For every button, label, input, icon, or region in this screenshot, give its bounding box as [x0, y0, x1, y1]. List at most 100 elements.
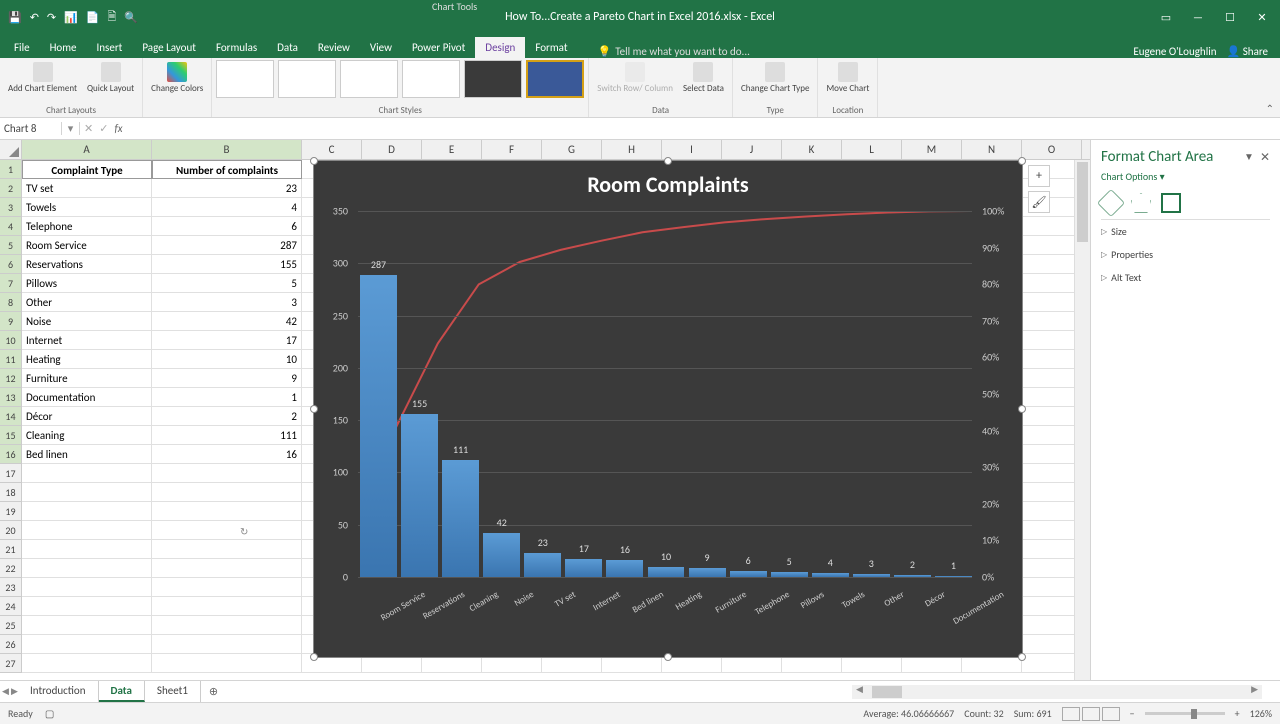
sheet-tab-introduction[interactable]: Introduction	[18, 681, 99, 702]
row-header[interactable]: 21	[0, 540, 22, 559]
column-header[interactable]: D	[362, 140, 422, 159]
cell[interactable]	[1022, 274, 1082, 293]
cell[interactable]	[1022, 312, 1082, 331]
cell[interactable]: 2	[152, 407, 302, 426]
fx-icon[interactable]: fx	[114, 122, 122, 135]
select-data-button[interactable]: Select Data	[679, 60, 728, 96]
cell[interactable]	[1022, 426, 1082, 445]
zoom-out-button[interactable]: −	[1130, 707, 1135, 720]
column-header[interactable]: A	[22, 140, 152, 159]
cell[interactable]	[1022, 483, 1082, 502]
style-thumb[interactable]	[278, 60, 336, 98]
column-header[interactable]: G	[542, 140, 602, 159]
row-header[interactable]: 6	[0, 255, 22, 274]
column-header[interactable]: K	[782, 140, 842, 159]
qat-icon[interactable]: 🔍	[124, 11, 138, 24]
cell[interactable]: 42	[152, 312, 302, 331]
cell[interactable]	[1022, 502, 1082, 521]
column-header[interactable]: C	[302, 140, 362, 159]
cell[interactable]	[152, 540, 302, 559]
column-header[interactable]: J	[722, 140, 782, 159]
row-header[interactable]: 7	[0, 274, 22, 293]
row-header[interactable]: 13	[0, 388, 22, 407]
cell[interactable]	[1022, 350, 1082, 369]
sheet-nav-arrows[interactable]: ◀ ▶	[2, 686, 18, 697]
resize-handle[interactable]	[1018, 405, 1026, 413]
cell[interactable]	[22, 540, 152, 559]
row-header[interactable]: 23	[0, 578, 22, 597]
tab-power-pivot[interactable]: Power Pivot	[402, 37, 475, 58]
row-header[interactable]: 22	[0, 559, 22, 578]
row-header[interactable]: 3	[0, 198, 22, 217]
cell[interactable]	[22, 578, 152, 597]
horizontal-scrollbar[interactable]: ◀ ▶	[852, 685, 1262, 699]
cell[interactable]	[1022, 559, 1082, 578]
pareto-chart[interactable]: Room Complaints 050100150200250300350 0%…	[313, 160, 1023, 658]
chart-bar[interactable]	[689, 568, 726, 577]
cell[interactable]: Cleaning	[22, 426, 152, 445]
column-header[interactable]: M	[902, 140, 962, 159]
tab-design[interactable]: Design	[475, 37, 525, 58]
cell[interactable]: Furniture	[22, 369, 152, 388]
cell[interactable]: Noise	[22, 312, 152, 331]
user-name[interactable]: Eugene O'Loughlin	[1133, 45, 1216, 58]
chart-bar[interactable]	[730, 571, 767, 577]
tab-view[interactable]: View	[360, 37, 402, 58]
cell[interactable]: Complaint Type	[22, 160, 152, 179]
cancel-icon[interactable]: ✕	[84, 122, 93, 135]
resize-handle[interactable]	[310, 405, 318, 413]
zoom-level[interactable]: 126%	[1250, 707, 1272, 720]
cell[interactable]: 1	[152, 388, 302, 407]
chart-style-gallery[interactable]	[216, 60, 584, 98]
collapse-ribbon-icon[interactable]: ⌃	[1266, 102, 1274, 115]
tab-data[interactable]: Data	[267, 37, 308, 58]
cell[interactable]	[1022, 597, 1082, 616]
row-header[interactable]: 8	[0, 293, 22, 312]
tab-home[interactable]: Home	[40, 37, 87, 58]
ribbon-options-icon[interactable]: ▭	[1152, 6, 1180, 28]
cell[interactable]: 5	[152, 274, 302, 293]
enter-icon[interactable]: ✓	[99, 122, 108, 135]
cell[interactable]	[22, 502, 152, 521]
chart-bar[interactable]	[606, 560, 643, 577]
resize-handle[interactable]	[1018, 157, 1026, 165]
tab-formulas[interactable]: Formulas	[206, 37, 267, 58]
resize-handle[interactable]	[1018, 653, 1026, 661]
column-header[interactable]: B	[152, 140, 302, 159]
chart-bar[interactable]	[483, 533, 520, 577]
style-thumb[interactable]	[464, 60, 522, 98]
cell[interactable]	[152, 635, 302, 654]
row-header[interactable]: 1	[0, 160, 22, 179]
column-header[interactable]: H	[602, 140, 662, 159]
cell[interactable]	[1022, 654, 1082, 673]
cell[interactable]	[1022, 236, 1082, 255]
cell[interactable]	[1022, 521, 1082, 540]
change-chart-type-button[interactable]: Change Chart Type	[737, 60, 814, 96]
name-box[interactable]: Chart 8	[0, 122, 62, 135]
cell[interactable]	[1022, 293, 1082, 312]
row-header[interactable]: 27	[0, 654, 22, 673]
cell[interactable]: 155	[152, 255, 302, 274]
redo-icon[interactable]: ↷	[47, 11, 56, 24]
add-chart-element-button[interactable]: Add Chart Element	[4, 60, 81, 96]
cell[interactable]: Documentation	[22, 388, 152, 407]
close-icon[interactable]: ✕	[1248, 6, 1276, 28]
tab-insert[interactable]: Insert	[87, 37, 133, 58]
chart-bar[interactable]	[812, 573, 849, 577]
cell[interactable]: 287	[152, 236, 302, 255]
resize-handle[interactable]	[664, 157, 672, 165]
resize-handle[interactable]	[310, 157, 318, 165]
panel-dropdown-icon[interactable]: ▼	[1244, 150, 1254, 165]
column-header[interactable]: E	[422, 140, 482, 159]
style-thumb[interactable]	[402, 60, 460, 98]
cell[interactable]: 16	[152, 445, 302, 464]
row-header[interactable]: 19	[0, 502, 22, 521]
row-header[interactable]: 4	[0, 217, 22, 236]
row-header[interactable]: 10	[0, 331, 22, 350]
cell[interactable]	[1022, 635, 1082, 654]
cell[interactable]: Other	[22, 293, 152, 312]
resize-handle[interactable]	[664, 653, 672, 661]
undo-icon[interactable]: ↶	[30, 11, 39, 24]
panel-item-properties[interactable]: Properties	[1101, 243, 1270, 266]
cell[interactable]: TV set	[22, 179, 152, 198]
